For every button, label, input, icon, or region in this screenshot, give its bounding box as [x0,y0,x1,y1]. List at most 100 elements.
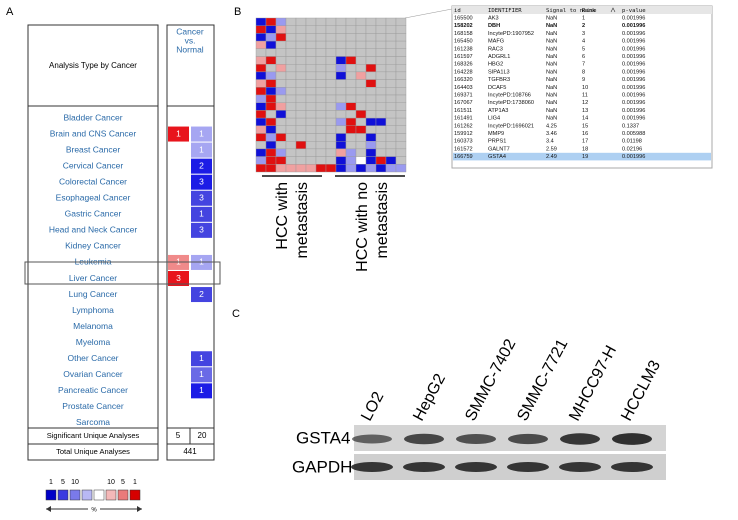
heat-cell [325,164,337,173]
heat-cell [275,25,287,34]
band [507,462,549,472]
table-cell: 4.25 [546,123,557,129]
heat-cell [255,94,267,103]
heat-cell [325,71,337,80]
heat-cell [255,25,267,34]
table-cell: 168158 [454,31,473,37]
heat-cell [285,63,297,73]
legend-swatch [117,489,129,501]
blot-label: GAPDH [292,457,352,476]
heat-cell [265,33,277,42]
table-cell: IncytePD:108766 [488,92,531,98]
heat-cell [265,156,277,165]
table-cell: 161491 [454,116,473,122]
table-cell: 14 [582,116,588,122]
column-header: p-value [622,8,646,14]
heat-cell [325,125,337,134]
table-cell: AK3 [488,15,499,21]
table-cell: 164403 [454,85,473,91]
heat-cell [335,133,347,142]
heat-cell [325,133,337,142]
heat-cell [395,40,407,49]
cancer-name: Head and Neck Cancer [49,225,138,235]
heat-cell [265,164,277,173]
heat-cell [345,79,357,88]
band [456,434,496,444]
heat-cell [305,140,317,150]
heat-cell [295,48,307,57]
group-label: HCC with [274,182,291,250]
table-cell: 165500 [454,15,473,21]
heat-cell [295,102,307,111]
table-frame [27,24,159,461]
heat-cell [315,156,327,165]
heat-cell [385,33,397,42]
heat-cell [295,56,307,65]
heat-cell [365,148,377,157]
heat-cell [345,164,357,173]
heat-cell [295,133,307,142]
heat-cell [295,156,307,165]
heat-cell [275,33,287,42]
heat-cell [355,87,367,96]
table-cell: NaN [546,85,557,91]
cell [191,126,212,142]
table-cell: 0.001996 [622,46,645,52]
heat-cell [395,164,407,173]
heat-cell [305,164,317,173]
heat-cell [295,148,307,157]
heat-cell [305,148,317,157]
heat-cell [265,87,277,96]
heat-cell [335,140,347,150]
heat-cell [375,63,387,73]
heat-cell [375,140,387,150]
heat-cell [335,56,347,65]
heat-cell [275,63,287,73]
panel-label: A [6,6,14,18]
heat-cell [275,164,287,173]
table-cell: 0.001996 [622,69,645,75]
table-cell: 2.59 [546,146,557,152]
table-cell: NaN [546,92,557,98]
lane-label: HepG2 [410,371,449,424]
heat-cell [345,71,357,80]
cancer-name: Ovarian Cancer [63,369,123,379]
header: vs. [185,35,196,45]
heat-cell [295,17,307,26]
table-cell: 0.001996 [622,31,645,37]
cell [191,287,212,303]
heat-cell [345,25,357,34]
cancer-name: Kidney Cancer [65,241,121,251]
cell-value: 3 [199,225,204,235]
heat-cell [285,117,297,126]
legend-label: 1 [49,479,53,486]
heat-cell [335,25,347,34]
table-cell: 0.001996 [622,154,645,160]
arrow [137,506,142,512]
heat-cell [325,110,337,119]
heat-cell [345,156,357,165]
heat-cell [355,40,367,49]
heat-cell [365,94,377,103]
cell [191,222,212,238]
heat-cell [315,125,327,134]
table-cell: 0.001996 [622,77,645,83]
heat-cell [305,87,317,96]
cell-value: 1 [199,209,204,219]
heat-cell [335,87,347,96]
cancer-name: Sarcoma [76,417,110,427]
heat-cell [275,56,287,65]
heat-cell [265,140,277,150]
cell-value: 3 [199,193,204,203]
cell [191,206,212,222]
heat-cell [375,56,387,65]
cancer-name: Lymphoma [72,305,114,315]
cell [191,367,212,383]
heat-cell [275,140,287,150]
table-cell: 168326 [454,62,473,68]
heat-cell [365,63,377,73]
heat-cell [255,63,267,73]
heat-cell [355,94,367,103]
heat-cell [365,71,377,80]
cancer-name: Pancreatic Cancer [58,385,128,395]
